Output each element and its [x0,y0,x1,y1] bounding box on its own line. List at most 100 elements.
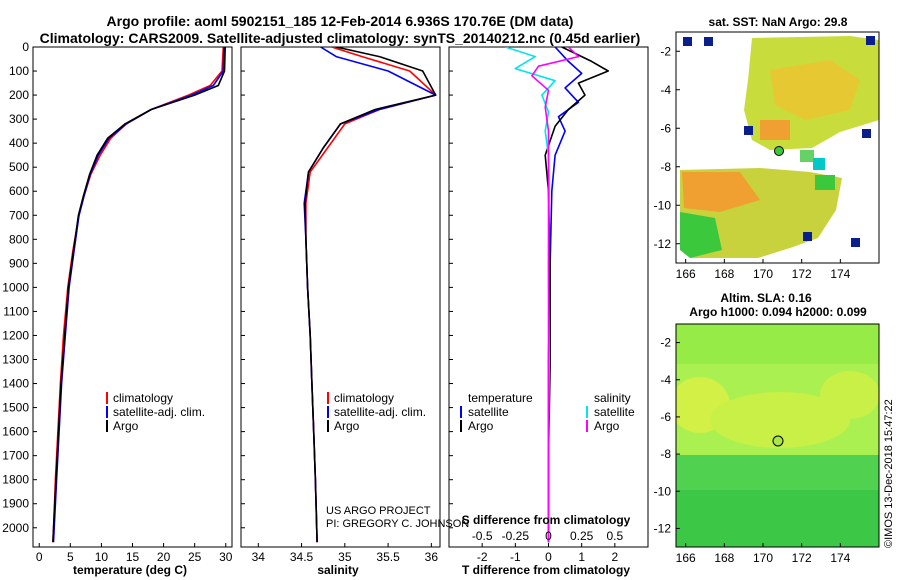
map-y-tick-label: -10 [654,198,672,212]
map-x-tick-label: 166 [676,267,696,281]
legend-label-s-satellite: satellite [594,405,635,419]
map-x-tick-label: 172 [792,267,812,281]
sla-map-title-2: Argo h1000: 0.094 h2000: 0.099 [689,305,867,319]
s-diff-tick-label: 0.5 [606,529,623,543]
map-y-tick-label: -4 [660,373,671,387]
depth-tick-label: 200 [9,88,29,102]
title-line-1: Argo profile: aoml 5902151_185 12-Feb-20… [107,13,574,29]
depth-tick-label: 700 [9,208,29,222]
sla-map [676,324,879,547]
map-y-tick-label: -2 [660,44,671,58]
series-line-t-satellite [547,47,583,543]
sst-navy-cell [866,36,875,45]
sst-navy-cell [803,232,812,241]
map-y-tick-label: -8 [660,160,671,174]
depth-tick-label: 1600 [2,425,29,439]
depth-tick-label: 1700 [2,449,29,463]
depth-tick-label: 0 [22,40,29,54]
sst-navy-cell [744,126,753,135]
sla-map-frame [675,323,880,548]
legend-label-t-satellite: satellite [468,405,509,419]
difference-top-label: S difference from climatology [462,513,631,527]
salinity-x-axis: 34 34.5 35 35.5 36 [252,543,438,564]
x-tick-label: 1 [578,550,585,564]
map-x-tick-label: 174 [830,551,850,565]
legend-label-climatology: climatology [334,391,394,405]
s-diff-tick-label: 0.25 [570,529,594,543]
depth-tick-label: 300 [9,112,29,126]
legend-heading-temperature: temperature [468,391,533,405]
sla-green-band [676,455,879,495]
x-tick-label: 34.5 [290,550,314,564]
legend-label-argo: Argo [113,419,139,433]
sla-map-axes: 166 168 170 172 174 -2 -4 -6 -8 -10 -12 [654,336,851,565]
difference-x-label: T difference from climatology [462,563,630,577]
legend-label-satellite: satellite-adj. clim. [113,405,205,419]
temperature-x-axis: 0 5 10 15 20 25 30 [36,543,233,564]
legend-label-t-argo: Argo [468,419,494,433]
sst-green-patch [680,212,722,258]
temperature-x-label: temperature (deg C) [73,563,187,577]
x-tick-label: 5 [67,550,74,564]
series-line-satellite-adj-clim- [303,47,437,543]
depth-tick-label: 500 [9,160,29,174]
temperature-plot [52,47,226,543]
sst-navy-cell [851,238,860,247]
sla-yellow-blob-2 [820,371,879,419]
sst-green-cell-2 [800,150,814,162]
sst-green-cell [815,175,835,190]
series-line-t-argo [544,47,610,543]
x-tick-label: -1 [510,550,521,564]
depth-tick-label: 2000 [2,521,29,535]
depth-tick-label: 1000 [2,280,29,294]
x-tick-label: 30 [219,550,233,564]
sst-navy-cell [683,37,692,46]
map-y-tick-label: -12 [654,237,672,251]
depth-tick-label: 1500 [2,401,29,415]
x-tick-label: 35 [338,550,352,564]
depth-tick-label: 1100 [3,304,29,318]
s-diff-tick-label: 0 [545,529,552,543]
map-x-tick-label: 168 [714,267,734,281]
temperature-panel-frame [32,46,233,548]
map-y-tick-label: -8 [660,447,671,461]
map-y-tick-label: -6 [660,121,671,135]
x-tick-label: 0 [545,550,552,564]
sla-green-band-low [676,490,879,547]
s-diff-tick-label: -0.25 [502,529,530,543]
sst-map-axes: 166 168 170 172 174 -2 -4 -6 -8 -10 -12 [654,44,851,281]
title-line-2: Climatology: CARS2009. Satellite-adjuste… [40,30,641,46]
series-line-satellite-adj-clim- [52,47,225,543]
depth-tick-label: 900 [9,256,29,270]
temperature-legend: climatology satellite-adj. clim. Argo [106,391,205,433]
sla-yellow-band [710,392,850,448]
map-y-tick-label: -4 [660,83,671,97]
x-tick-label: 20 [157,550,171,564]
x-tick-label: 25 [188,550,202,564]
x-tick-label: 35.5 [376,550,400,564]
x-tick-label: 15 [126,550,140,564]
imos-watermark: ©IMOS 13-Dec-2018 15:47:22 [883,399,895,548]
legend-label-s-argo: Argo [594,419,620,433]
sst-navy-cell [862,129,871,138]
salinity-plot [303,47,437,543]
salinity-legend: climatology satellite-adj. clim. Argo [327,391,426,433]
map-y-tick-label: -6 [660,410,671,424]
x-tick-label: 10 [95,550,109,564]
series-line-climatology [52,47,225,543]
salinity-panel-frame [240,46,441,548]
difference-x-axis: -2 -1 0 1 2 [477,543,618,564]
depth-tick-label: 1900 [2,497,29,511]
argo-float-marker [772,435,784,447]
map-x-tick-label: 168 [714,551,734,565]
legend-label-satellite: satellite-adj. clim. [334,405,426,419]
s-diff-tick-label: -0.5 [472,529,493,543]
difference-top-axis: -0.5 -0.25 0 0.25 0.5 [472,529,624,543]
credit-project: US ARGO PROJECT [326,505,431,517]
map-x-tick-label: 170 [753,267,773,281]
depth-tick-label: 1800 [2,473,29,487]
depth-tick-label: 100 [9,64,29,78]
map-x-tick-label: 170 [753,551,773,565]
depth-tick-label: 1400 [2,377,29,391]
depth-axis: 0 100 200 300 400 500 600 700 800 900 1000 1100 1200… [2,40,453,535]
